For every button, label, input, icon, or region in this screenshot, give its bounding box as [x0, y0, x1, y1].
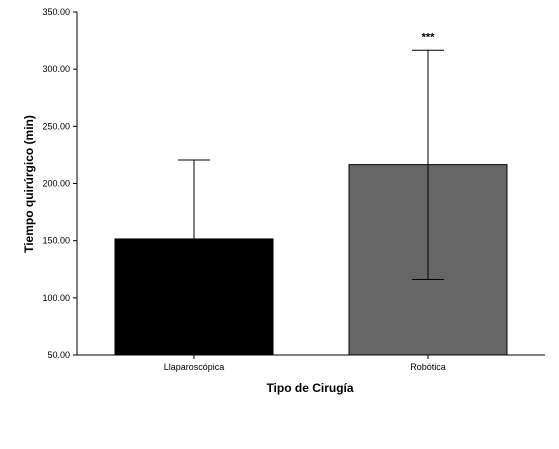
significance-label: *** — [422, 31, 436, 43]
y-tick-label: 300.00 — [42, 64, 70, 74]
x-ticks-layer: Llaparoscópica Robótica — [164, 355, 446, 372]
y-tick-label: 100.00 — [42, 293, 70, 303]
y-tick-label: 200.00 — [42, 179, 70, 189]
x-tick-label: Robótica — [410, 362, 446, 372]
y-tick-label: 150.00 — [42, 236, 70, 246]
x-axis-title: Tipo de Cirugía — [266, 381, 353, 395]
annotations-layer: *** — [422, 31, 436, 43]
bars-layer — [114, 164, 508, 356]
y-axis-title: Tiempo quirúrgico (min) — [22, 115, 36, 253]
bar-1 — [114, 238, 274, 356]
y-tick-label: 350.00 — [42, 7, 70, 17]
error-bars-layer — [178, 49, 444, 281]
y-ticks-layer: 50.00 100.00 150.00 200.00 250.00 300.00 350.0… — [42, 7, 77, 360]
y-tick-label: 50.00 — [47, 350, 70, 360]
y-tick-label: 250.00 — [42, 121, 70, 131]
x-tick-label: Llaparoscópica — [164, 362, 225, 372]
